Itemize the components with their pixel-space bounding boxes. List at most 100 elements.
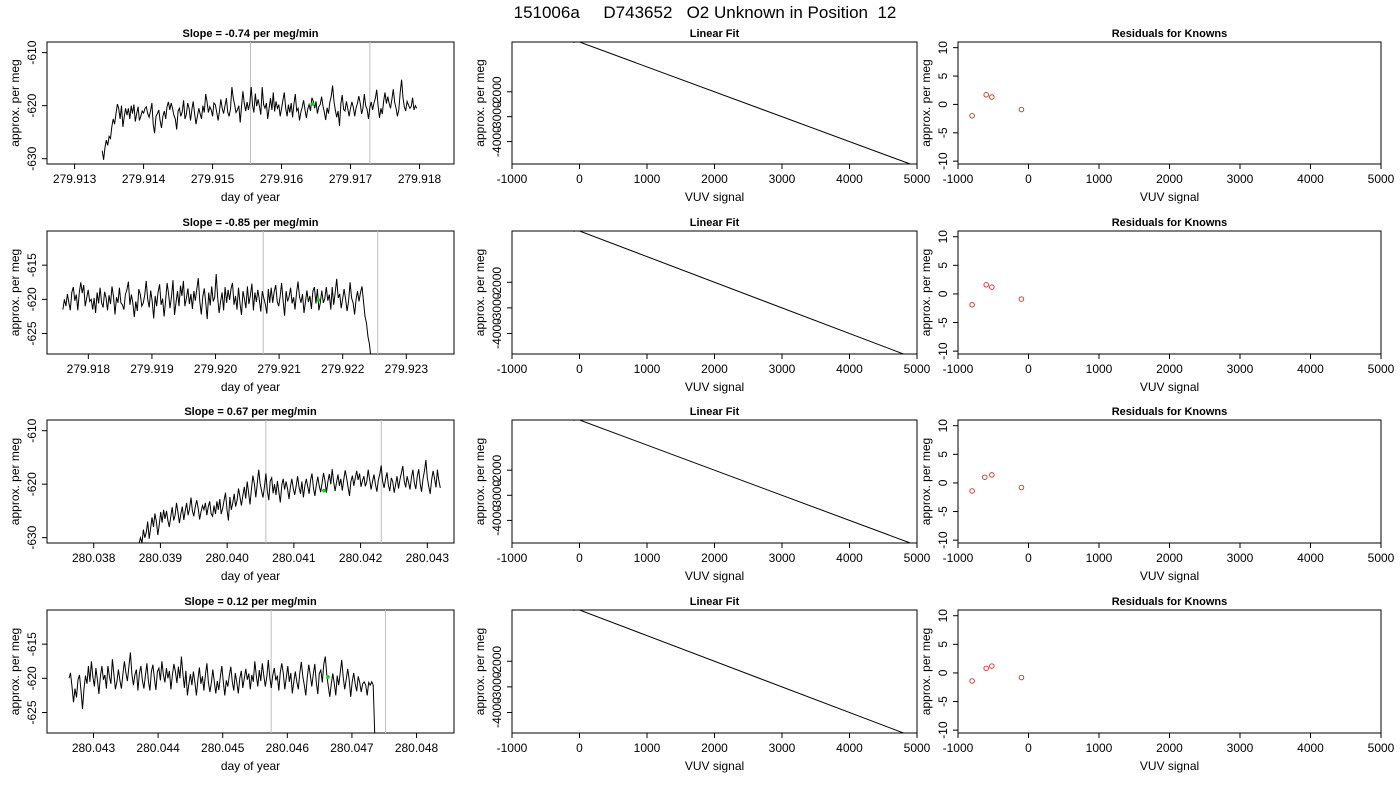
x-tick-label: 5000 xyxy=(1368,551,1395,565)
x-tick-label: 2000 xyxy=(701,362,728,376)
x-tick-label: 279.913 xyxy=(53,172,97,186)
panel-title: Linear Fit xyxy=(690,217,740,229)
x-tick-label: 0 xyxy=(1025,172,1032,186)
x-tick-label: 0 xyxy=(576,172,583,186)
x-tick-label: 280.046 xyxy=(266,741,310,755)
x-tick-label: 4000 xyxy=(1297,172,1324,186)
x-tick-label: 5000 xyxy=(904,172,931,186)
known-point xyxy=(983,665,989,672)
panel-title: Slope = -0.85 per meg/min xyxy=(182,217,318,229)
known-point xyxy=(969,678,975,684)
y-tick-label: 0 xyxy=(936,669,950,676)
y-tick-label: -620 xyxy=(25,666,39,690)
x-tick-label: 4000 xyxy=(836,741,863,755)
y-tick-label: -2000 xyxy=(490,646,504,677)
panel-title: Slope = 0.67 per meg/min xyxy=(184,406,317,418)
y-tick-label: 0 xyxy=(936,290,950,297)
y-tick-label: -625 xyxy=(25,700,39,724)
y-tick-label: -10 xyxy=(936,152,950,170)
known-point xyxy=(989,284,995,290)
x-axis-label: VUV signal xyxy=(685,190,744,204)
x-tick-label: 279.918 xyxy=(67,362,111,376)
x-tick-label: 280.047 xyxy=(330,741,374,755)
x-tick-label: 2000 xyxy=(1156,551,1183,565)
x-tick-label: 3000 xyxy=(769,741,796,755)
y-tick-label: -4000 xyxy=(490,126,504,157)
y-tick-label: 10 xyxy=(936,419,950,433)
series-line xyxy=(138,460,441,543)
x-tick-label: 279.918 xyxy=(398,172,442,186)
plot-frame xyxy=(511,419,918,544)
x-tick-label: 0 xyxy=(576,551,583,565)
x-tick-label: 0 xyxy=(1025,362,1032,376)
x-tick-label: 5000 xyxy=(904,741,931,755)
known-point xyxy=(969,113,975,119)
known-point xyxy=(537,403,542,408)
x-axis-label: day of year xyxy=(221,380,280,394)
x-tick-label: 1000 xyxy=(634,362,661,376)
x-tick-label: 280.041 xyxy=(272,551,316,565)
panel-7: Slope = 0.67 per meg/min day of year appro… xyxy=(8,406,455,583)
panel-9: Residuals for Knowns VUV signal approx. pe… xyxy=(919,406,1395,583)
x-tick-label: 3000 xyxy=(769,362,796,376)
panel-title: Residuals for Knowns xyxy=(1112,596,1228,608)
plot-frame xyxy=(511,41,918,165)
known-point-center xyxy=(545,217,547,219)
x-tick-label: 280.039 xyxy=(139,551,183,565)
plot-frame xyxy=(46,230,455,355)
y-tick-label: -4000 xyxy=(490,505,504,536)
x-tick-label: 1000 xyxy=(1086,741,1113,755)
y-axis-label: approx. per meg xyxy=(473,628,487,715)
x-tick-label: 1000 xyxy=(634,741,661,755)
x-tick-label: 5000 xyxy=(1368,172,1395,186)
x-tick-label: 0 xyxy=(576,362,583,376)
known-point-center xyxy=(525,589,527,591)
known-point xyxy=(1018,296,1025,302)
x-axis-label: day of year xyxy=(221,569,280,583)
x-tick-label: 279.919 xyxy=(130,362,174,376)
x-tick-label: 4000 xyxy=(836,362,863,376)
known-point xyxy=(572,610,576,611)
x-tick-label: 1000 xyxy=(1086,551,1113,565)
panel-title: Slope = -0.74 per meg/min xyxy=(182,28,318,40)
y-tick-label: 5 xyxy=(936,262,950,269)
plot-frame xyxy=(957,230,1382,355)
known-point xyxy=(982,474,988,480)
x-tick-label: -1000 xyxy=(497,551,528,565)
known-point-center xyxy=(538,404,540,406)
panel-6: Residuals for Knowns VUV signal approx. pe… xyxy=(919,217,1395,394)
known-point xyxy=(572,231,576,232)
x-tick-label: 2000 xyxy=(701,172,728,186)
unknown-point xyxy=(322,488,326,493)
y-tick-label: -615 xyxy=(25,253,39,277)
series-line xyxy=(101,79,418,160)
known-point-center xyxy=(525,210,527,212)
panel-3: Residuals for Knowns VUV signal approx. pe… xyxy=(919,28,1395,204)
x-tick-label: 280.040 xyxy=(205,551,249,565)
y-tick-label: -5 xyxy=(936,127,950,138)
known-point-center xyxy=(573,607,575,609)
y-axis-label: approx. per meg xyxy=(8,249,22,336)
y-tick-label: -620 xyxy=(25,472,39,496)
plot-frame xyxy=(957,41,1382,165)
plot-frame xyxy=(46,419,455,544)
x-tick-label: 279.915 xyxy=(191,172,235,186)
y-axis-label: approx. per meg xyxy=(919,249,933,336)
x-tick-label: 2000 xyxy=(1156,362,1183,376)
series-line xyxy=(68,652,376,733)
panel-4: Slope = -0.85 per meg/min day of year appr… xyxy=(8,217,455,394)
known-point xyxy=(543,27,548,32)
unknown-point xyxy=(326,675,330,679)
known-point xyxy=(969,488,975,494)
y-tick-label: -610 xyxy=(25,418,39,442)
x-axis-label: day of year xyxy=(221,190,280,204)
y-axis-label: approx. per meg xyxy=(8,438,22,525)
figure-title: 151006a D743652 O2 Unknown in Position 1… xyxy=(514,3,897,22)
x-tick-label: 1000 xyxy=(634,172,661,186)
x-tick-label: 279.921 xyxy=(257,362,301,376)
known-point xyxy=(989,472,995,478)
fit-line xyxy=(578,610,905,733)
y-tick-label: 0 xyxy=(936,479,950,486)
x-tick-label: 2000 xyxy=(701,551,728,565)
x-tick-label: 280.042 xyxy=(339,551,383,565)
